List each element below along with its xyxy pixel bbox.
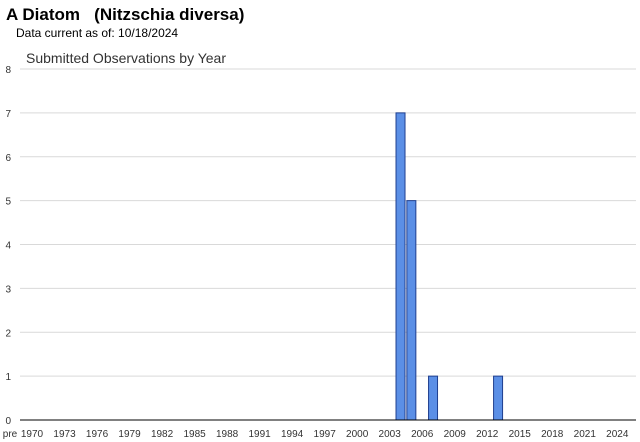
bar <box>493 375 504 421</box>
y-tick-label: 7 <box>5 109 11 120</box>
y-tick-label: 4 <box>5 241 11 252</box>
x-tick-label: 1997 <box>314 429 337 440</box>
x-axis-ticks: pre 1970 1973 1976 1979 1982 1985 1988 1991 1994 1… <box>3 429 629 440</box>
y-axis-ticks: 0 1 2 3 4 5 6 7 8 <box>5 65 11 427</box>
chart-title: Submitted Observations by Year <box>26 50 226 66</box>
x-tick-label: 1994 <box>281 429 304 440</box>
y-tick-label: 2 <box>5 328 11 339</box>
x-tick-label: 1976 <box>86 429 109 440</box>
x-tick-label: 2006 <box>411 429 434 440</box>
bar <box>428 375 439 421</box>
bar <box>395 112 406 421</box>
x-tick-label: 2021 <box>574 429 597 440</box>
y-tick-label: 5 <box>5 197 11 208</box>
y-tick-label: 6 <box>5 153 11 164</box>
bar-series <box>395 112 504 421</box>
x-tick-label: 1988 <box>216 429 239 440</box>
data-current-label: Data current as of: 10/18/2024 <box>16 26 179 40</box>
x-tick-label: 1982 <box>151 429 174 440</box>
y-tick-label: 0 <box>5 416 11 427</box>
x-tick-label: 2024 <box>606 429 629 440</box>
x-tick-label: 2012 <box>476 429 499 440</box>
x-tick-label: 1991 <box>248 429 271 440</box>
x-tick-label: 1979 <box>118 429 141 440</box>
y-tick-label: 3 <box>5 284 11 295</box>
grid-lines <box>20 68 636 377</box>
y-tick-label: 8 <box>5 65 11 76</box>
x-tick-label: 2000 <box>346 429 369 440</box>
x-tick-label: 1985 <box>183 429 206 440</box>
x-tick-label: 1970 <box>21 429 44 440</box>
x-tick-label: 2018 <box>541 429 564 440</box>
x-tick-label: 2009 <box>444 429 467 440</box>
bar <box>406 200 417 421</box>
x-tick-label: 2015 <box>509 429 532 440</box>
x-tick-label: pre <box>3 429 18 440</box>
x-tick-label: 2003 <box>379 429 402 440</box>
x-tick-label: 1973 <box>53 429 76 440</box>
page-title: A Diatom (Nitzschia diversa) <box>6 5 245 24</box>
y-tick-label: 1 <box>5 372 11 383</box>
